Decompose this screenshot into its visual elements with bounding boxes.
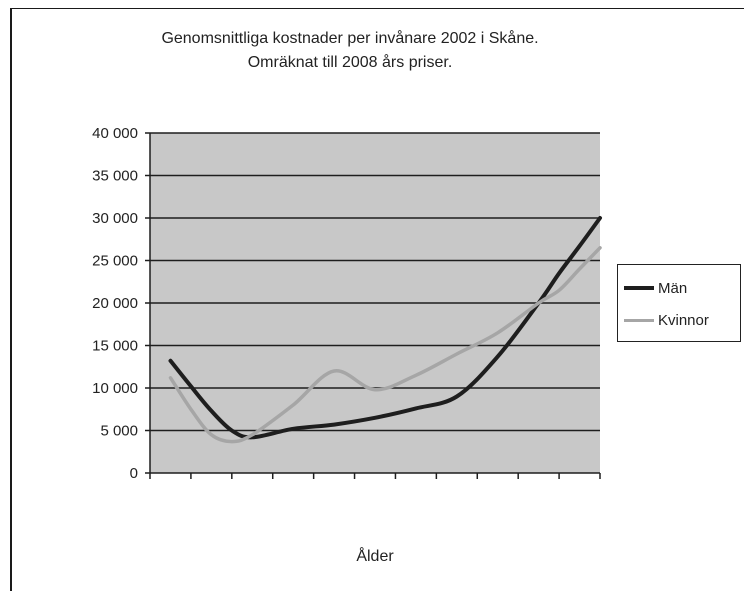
y-tick-label: 30 000	[92, 210, 138, 227]
chart-subtitle: Omräknat till 2008 års priser.	[247, 54, 453, 71]
chart-title: Genomsnittliga kostnader per invånare 20…	[161, 30, 539, 47]
chart-legend: Män Kvinnor	[617, 264, 741, 342]
y-tick-label: 5 000	[100, 423, 138, 440]
y-tick-label: 35 000	[92, 168, 138, 185]
y-tick-label: 10 000	[92, 380, 138, 397]
y-tick-label: 20 000	[92, 295, 138, 312]
legend-item-man: Män	[624, 278, 687, 298]
legend-swatch-kvinnor	[624, 318, 654, 322]
y-tick-label: 0	[130, 465, 138, 482]
legend-label-man: Män	[658, 279, 688, 297]
legend-item-kvinnor: Kvinnor	[624, 310, 709, 330]
series-line-kvinnor	[168, 246, 602, 444]
legend-swatch-man	[624, 286, 654, 290]
legend-label-kvinnor: Kvinnor	[658, 311, 709, 329]
series-line-man	[168, 216, 602, 440]
x-axis-label: Ålder	[356, 548, 394, 565]
y-tick-label: 25 000	[92, 253, 138, 270]
y-tick-label: 40 000	[92, 125, 138, 142]
y-tick-label: 15 000	[92, 338, 138, 355]
